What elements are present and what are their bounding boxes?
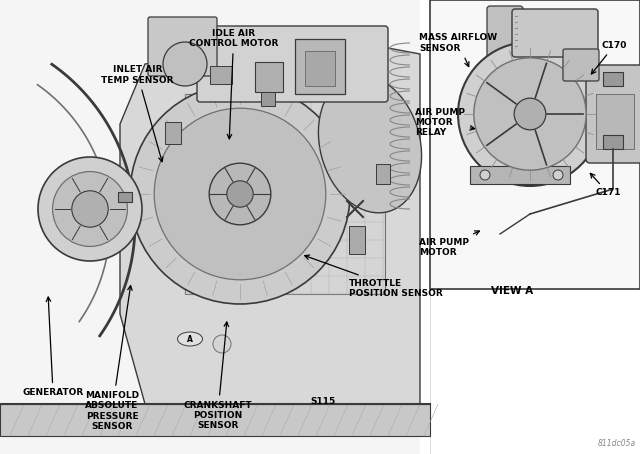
Ellipse shape — [177, 332, 202, 346]
Circle shape — [514, 98, 546, 130]
FancyBboxPatch shape — [586, 65, 640, 163]
Bar — [470, 166, 570, 184]
Circle shape — [209, 163, 271, 225]
Circle shape — [458, 42, 602, 186]
Text: IDLE AIR
CONTROL MOTOR: IDLE AIR CONTROL MOTOR — [189, 29, 278, 139]
Bar — [0, 0, 420, 454]
Bar — [430, 0, 640, 289]
Bar — [603, 135, 623, 149]
Bar — [305, 51, 335, 86]
Text: GENERATOR: GENERATOR — [22, 297, 84, 397]
Text: AIR PUMP
MOTOR: AIR PUMP MOTOR — [419, 231, 479, 257]
Bar — [376, 164, 390, 184]
Bar — [596, 94, 634, 149]
FancyBboxPatch shape — [148, 17, 217, 76]
Circle shape — [227, 181, 253, 207]
Text: A: A — [187, 335, 193, 344]
Text: AIR PUMP
MOTOR
RELAY: AIR PUMP MOTOR RELAY — [415, 108, 475, 138]
Circle shape — [480, 170, 490, 180]
Bar — [349, 226, 365, 254]
Text: VIEW A: VIEW A — [491, 286, 533, 296]
Bar — [261, 92, 275, 106]
Text: THROTTLE
POSITION SENSOR: THROTTLE POSITION SENSOR — [305, 255, 442, 298]
Bar — [0, 404, 430, 436]
Circle shape — [52, 172, 127, 247]
FancyBboxPatch shape — [197, 26, 388, 102]
Circle shape — [38, 157, 142, 261]
Circle shape — [553, 170, 563, 180]
Circle shape — [474, 58, 586, 170]
FancyBboxPatch shape — [512, 9, 598, 57]
Bar — [255, 62, 283, 92]
Ellipse shape — [319, 75, 422, 213]
Circle shape — [154, 108, 326, 280]
FancyBboxPatch shape — [563, 49, 599, 81]
FancyBboxPatch shape — [487, 6, 523, 62]
Text: C170: C170 — [591, 41, 627, 74]
Bar — [118, 192, 132, 202]
Text: MANIFOLD
ABSOLUTE
PRESSURE
SENSOR: MANIFOLD ABSOLUTE PRESSURE SENSOR — [85, 286, 139, 431]
Bar — [165, 122, 181, 144]
Text: MASS AIRFLOW
SENSOR: MASS AIRFLOW SENSOR — [419, 34, 497, 67]
Circle shape — [163, 42, 207, 86]
Bar — [210, 66, 232, 84]
Text: 811dc05a: 811dc05a — [598, 439, 636, 448]
Text: C171: C171 — [590, 173, 621, 197]
Text: INLET AIR
TEMP SENSOR: INLET AIR TEMP SENSOR — [101, 65, 174, 162]
Text: CRANKSHAFT
POSITION
SENSOR: CRANKSHAFT POSITION SENSOR — [183, 322, 252, 430]
Circle shape — [130, 84, 350, 304]
Circle shape — [213, 335, 231, 353]
Text: S115: S115 — [310, 397, 335, 406]
Bar — [603, 72, 623, 86]
Bar — [295, 39, 345, 94]
Bar — [185, 94, 385, 294]
Circle shape — [72, 191, 108, 227]
Polygon shape — [120, 39, 420, 404]
